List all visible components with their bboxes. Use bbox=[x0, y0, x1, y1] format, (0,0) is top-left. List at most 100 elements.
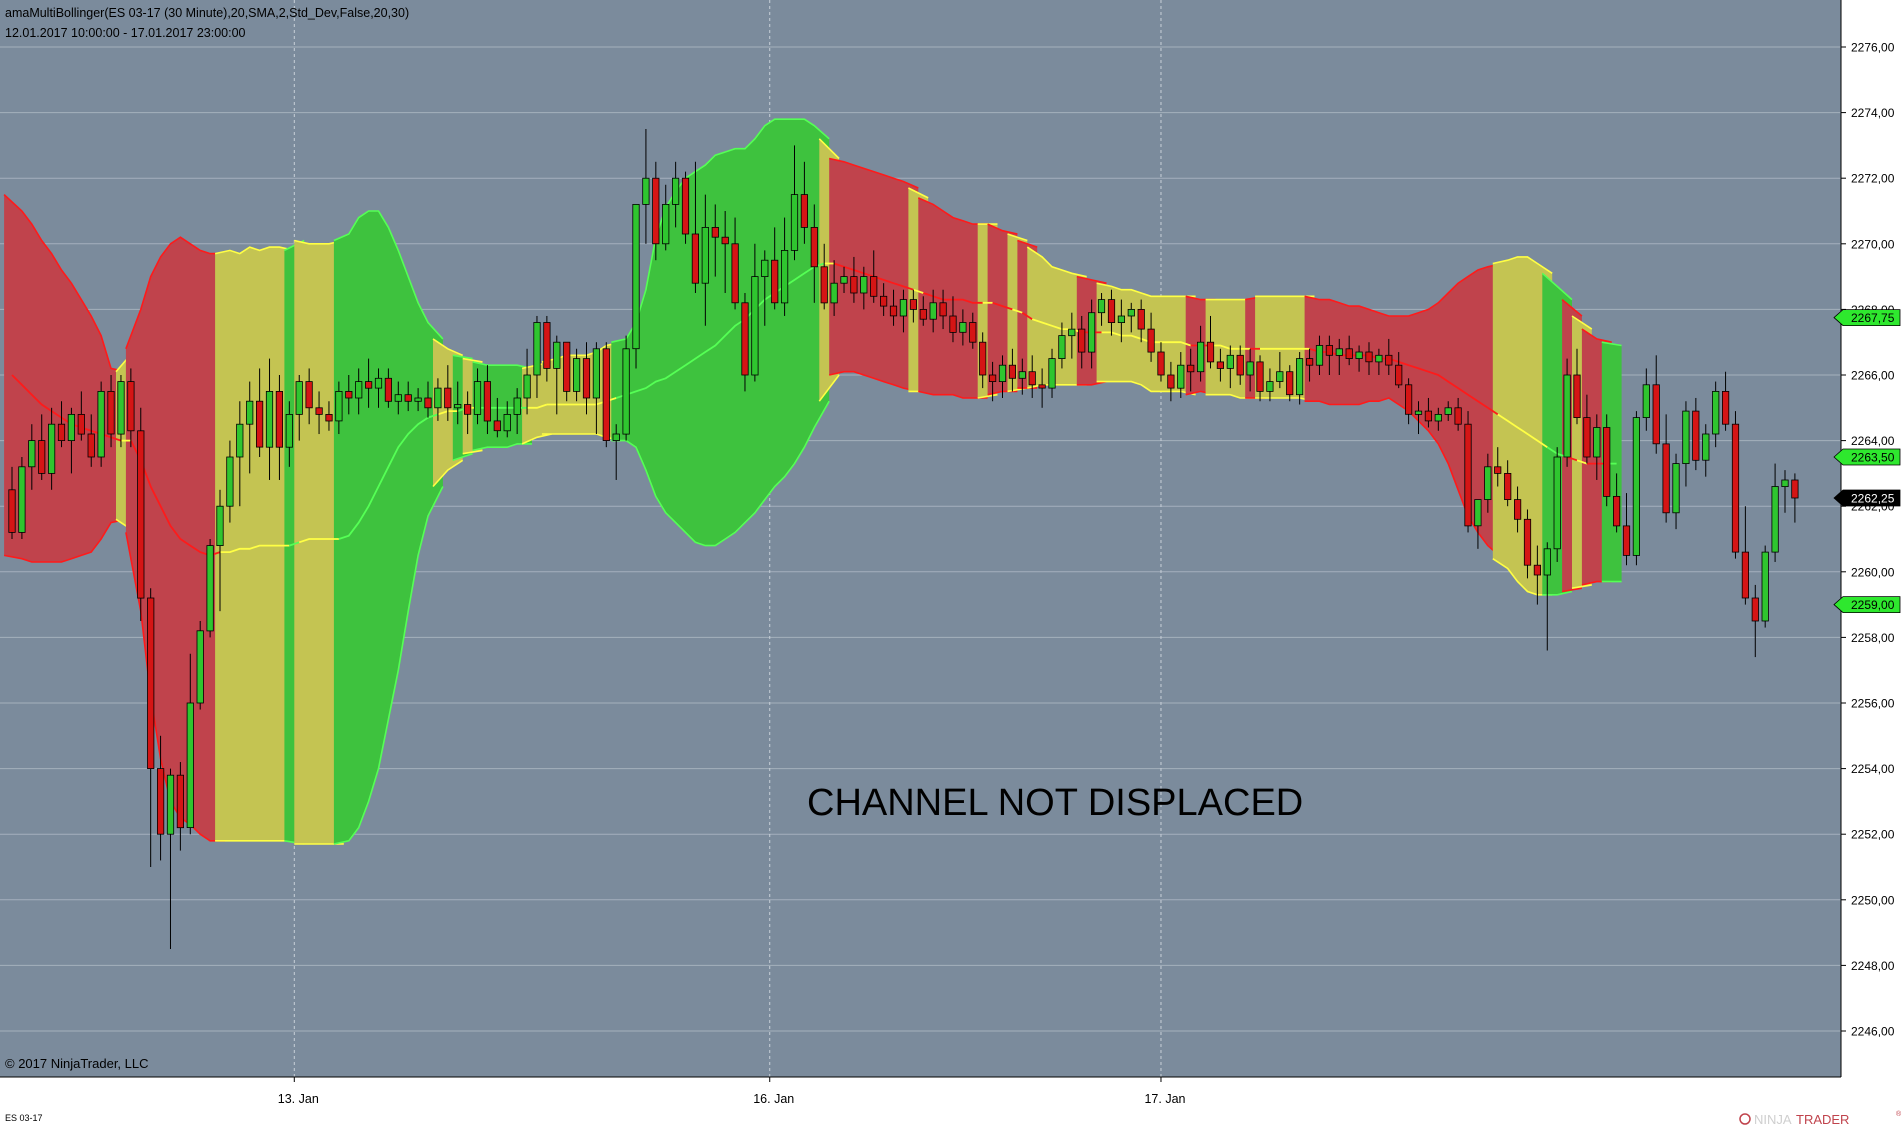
candle-up bbox=[642, 177, 650, 205]
candle-down bbox=[255, 400, 264, 448]
price-tag-label: 2267,75 bbox=[1851, 311, 1895, 325]
candle-down bbox=[1523, 518, 1532, 566]
candle-up bbox=[1712, 390, 1720, 435]
time-tick-label: 13. Jan bbox=[278, 1092, 319, 1106]
brand-prefix: NINJA bbox=[1754, 1112, 1792, 1127]
candle-up bbox=[533, 322, 541, 376]
band-lower-edge bbox=[521, 433, 552, 445]
candle-down bbox=[1167, 374, 1175, 389]
candle-up bbox=[1414, 410, 1423, 415]
midline-segment bbox=[289, 541, 300, 547]
band-upper-edge bbox=[3, 194, 127, 373]
candle-down bbox=[870, 276, 878, 297]
candle-up bbox=[1296, 358, 1304, 396]
candle-down bbox=[483, 381, 492, 422]
candle-up bbox=[840, 276, 848, 284]
candle-down bbox=[137, 430, 145, 599]
price-tag-label: 2259,00 bbox=[1851, 598, 1895, 612]
candle-up bbox=[206, 545, 214, 632]
band-lower-edge bbox=[829, 370, 919, 393]
band-lower-edge bbox=[977, 393, 998, 399]
price-tag-label: 2262,25 bbox=[1851, 492, 1895, 506]
candle-down bbox=[1365, 351, 1373, 363]
candle-up bbox=[216, 505, 224, 547]
brand-mark: ® bbox=[1896, 1110, 1902, 1118]
brand-logo-icon bbox=[1739, 1113, 1751, 1125]
price-tag-box bbox=[1833, 596, 1901, 613]
candle-down bbox=[1405, 384, 1413, 415]
price-tag-box bbox=[1833, 448, 1901, 466]
candle-up bbox=[701, 226, 709, 284]
price-tick-label: 2260,00 bbox=[1851, 565, 1895, 579]
instrument-tag: ES 03-17 bbox=[5, 1113, 43, 1123]
candle-up bbox=[97, 390, 105, 458]
candle-up bbox=[1088, 312, 1096, 353]
price-tag-box bbox=[1833, 309, 1901, 326]
candle-down bbox=[939, 302, 947, 317]
candle-down bbox=[1622, 525, 1631, 556]
candle-down bbox=[1573, 374, 1581, 418]
candle-up bbox=[1702, 433, 1710, 461]
candle-up bbox=[67, 413, 75, 441]
price-axis-background bbox=[1841, 0, 1902, 1077]
candle-up bbox=[1553, 456, 1561, 550]
candle-up bbox=[1543, 548, 1551, 576]
time-axis-ticks: 13. Jan 16. Jan 17. Jan bbox=[278, 1077, 1186, 1106]
candle-down bbox=[721, 236, 729, 245]
candle-down bbox=[1751, 597, 1759, 622]
candle-up bbox=[1246, 361, 1254, 376]
candle-down bbox=[404, 394, 412, 402]
candle-down bbox=[38, 440, 46, 474]
candle-up bbox=[929, 302, 937, 320]
candle-down bbox=[1613, 495, 1621, 527]
band-lower-edge bbox=[472, 443, 532, 452]
candle-down bbox=[969, 322, 977, 343]
band-lower-edge bbox=[1255, 397, 1315, 402]
midline-segment bbox=[1021, 311, 1033, 320]
candle-down bbox=[325, 413, 333, 422]
candle-down bbox=[127, 381, 135, 432]
candle-up bbox=[1761, 551, 1769, 622]
candle-up bbox=[761, 259, 769, 278]
band-upper-edge bbox=[1076, 275, 1107, 284]
candle-down bbox=[810, 226, 818, 268]
price-tick-label: 2264,00 bbox=[1851, 434, 1895, 448]
price-tick-label: 2258,00 bbox=[1851, 631, 1895, 645]
band-lower-edge bbox=[1561, 587, 1583, 593]
candle-up bbox=[1642, 384, 1650, 418]
candle-down bbox=[741, 302, 749, 376]
candle-down bbox=[1692, 410, 1700, 461]
band-segment-R bbox=[4, 194, 126, 562]
candle-up bbox=[1226, 354, 1234, 369]
candle-down bbox=[681, 177, 690, 235]
candle-down bbox=[889, 305, 898, 317]
band-lower-edge bbox=[452, 452, 473, 462]
price-tick-label: 2248,00 bbox=[1851, 959, 1895, 973]
candle-down bbox=[1306, 358, 1314, 366]
candle-down bbox=[820, 266, 828, 304]
candle-up bbox=[1058, 335, 1066, 360]
candle-up bbox=[1484, 466, 1492, 500]
candle-down bbox=[1722, 390, 1730, 425]
candle-down bbox=[1731, 423, 1740, 553]
band-upper-edge bbox=[214, 246, 295, 255]
candle-down bbox=[315, 407, 323, 415]
band-lower-edge bbox=[432, 459, 464, 488]
candle-up bbox=[48, 423, 56, 474]
candle-up bbox=[860, 276, 868, 294]
candle-up bbox=[503, 413, 511, 432]
band-lower-edge bbox=[1571, 584, 1592, 589]
candle-up bbox=[355, 381, 363, 399]
candle-down bbox=[1662, 443, 1670, 514]
band-upper-edge bbox=[1026, 246, 1087, 278]
band-upper-edge bbox=[432, 338, 464, 357]
candle-down bbox=[909, 299, 918, 310]
candle-up bbox=[523, 374, 531, 399]
candle-up bbox=[612, 433, 620, 441]
candle-down bbox=[563, 341, 571, 392]
candle-up bbox=[1355, 351, 1363, 359]
candle-down bbox=[345, 390, 353, 399]
candle-up bbox=[236, 423, 244, 458]
band-upper-edge bbox=[472, 361, 533, 370]
candle-down bbox=[1028, 371, 1036, 386]
